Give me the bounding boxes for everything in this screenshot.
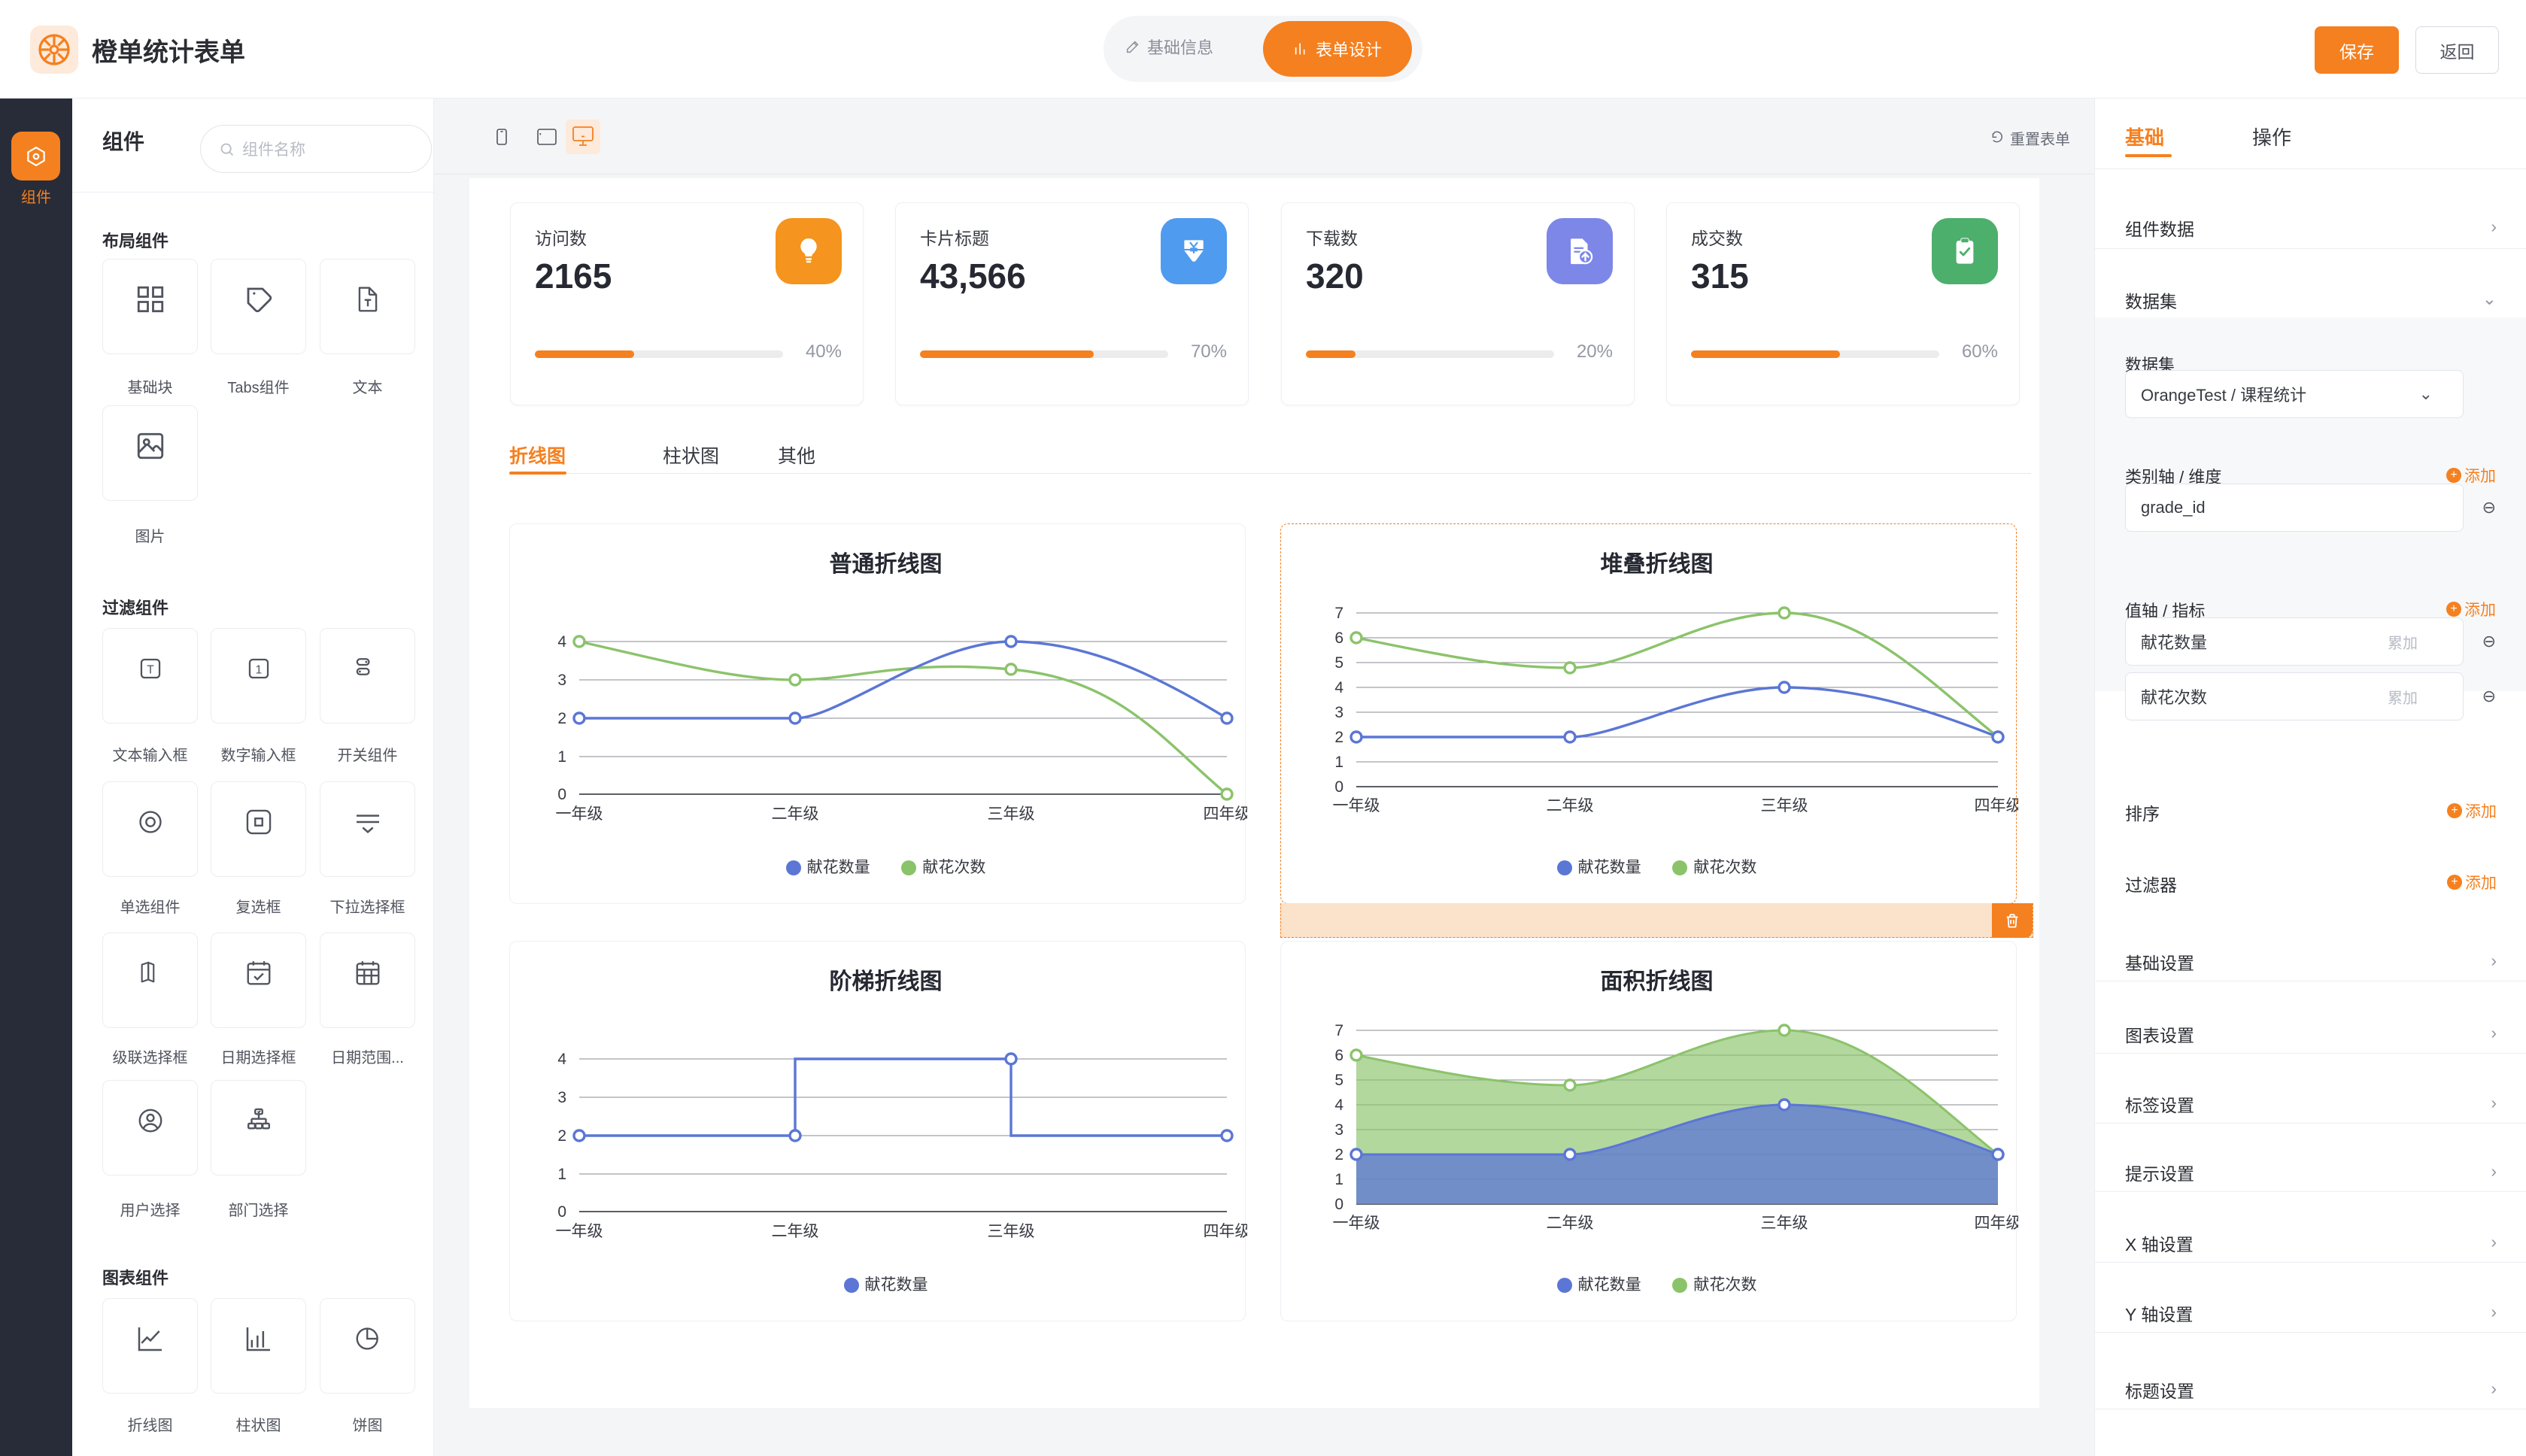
svg-text:0: 0 — [557, 1203, 566, 1221]
svg-text:7: 7 — [1334, 605, 1343, 622]
svg-text:4: 4 — [1334, 1097, 1343, 1114]
svg-text:6: 6 — [1334, 629, 1343, 647]
svg-text:一年级: 一年级 — [556, 805, 603, 823]
svg-text:二年级: 二年级 — [772, 805, 819, 823]
svg-text:5: 5 — [1334, 654, 1343, 672]
svg-text:三年级: 三年级 — [988, 1223, 1035, 1240]
svg-text:4: 4 — [1334, 679, 1343, 696]
svg-text:3: 3 — [557, 672, 566, 689]
svg-text:1: 1 — [1334, 1171, 1343, 1188]
svg-text:3: 3 — [557, 1089, 566, 1106]
svg-text:四年级: 四年级 — [1204, 1223, 1248, 1240]
svg-text:1: 1 — [1334, 754, 1343, 771]
svg-text:4: 4 — [557, 633, 566, 651]
svg-text:2: 2 — [1334, 1146, 1343, 1163]
svg-text:二年级: 二年级 — [772, 1223, 819, 1240]
svg-text:一年级: 一年级 — [1333, 797, 1380, 814]
svg-text:1: 1 — [255, 663, 262, 676]
svg-text:5: 5 — [1334, 1072, 1343, 1089]
svg-text:0: 0 — [1334, 1196, 1343, 1213]
svg-text:6: 6 — [1334, 1047, 1343, 1064]
svg-text:2: 2 — [557, 1127, 566, 1145]
svg-text:四年级: 四年级 — [1975, 1215, 2019, 1232]
svg-text:3: 3 — [1334, 1121, 1343, 1139]
svg-text:0: 0 — [557, 786, 566, 803]
svg-text:一年级: 一年级 — [1333, 1215, 1380, 1232]
svg-text:0: 0 — [1334, 778, 1343, 796]
svg-text:三年级: 三年级 — [1761, 1215, 1808, 1232]
svg-text:四年级: 四年级 — [1204, 805, 1248, 823]
svg-text:一年级: 一年级 — [556, 1223, 603, 1240]
svg-text:三年级: 三年级 — [1761, 797, 1808, 814]
svg-text:7: 7 — [1334, 1022, 1343, 1039]
svg-text:1: 1 — [557, 748, 566, 766]
svg-text:二年级: 二年级 — [1547, 1215, 1594, 1232]
svg-text:三年级: 三年级 — [988, 805, 1035, 823]
svg-text:1: 1 — [557, 1166, 566, 1183]
svg-text:2: 2 — [1334, 729, 1343, 746]
svg-text:二年级: 二年级 — [1547, 797, 1594, 814]
svg-text:4: 4 — [557, 1051, 566, 1068]
svg-text:T: T — [147, 663, 154, 676]
svg-text:四年级: 四年级 — [1975, 797, 2019, 814]
svg-text:2: 2 — [557, 710, 566, 727]
svg-text:3: 3 — [1334, 704, 1343, 721]
